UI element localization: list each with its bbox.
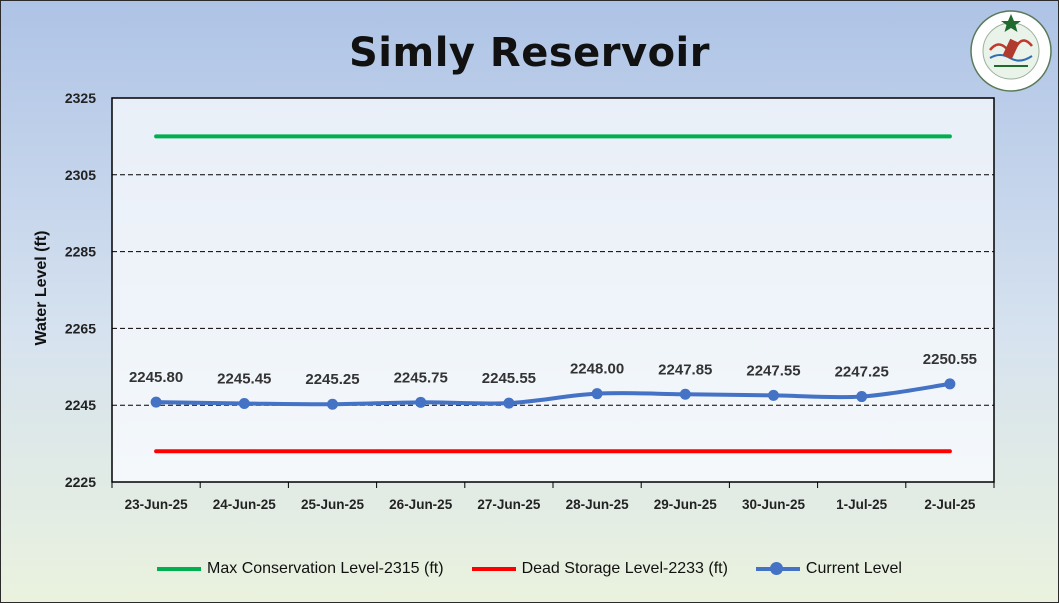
x-tick-label: 23-Jun-25	[125, 497, 189, 512]
data-point	[768, 389, 779, 401]
data-point	[944, 378, 956, 390]
x-tick-label: 28-Jun-25	[566, 497, 630, 512]
pmd-logo	[970, 10, 1052, 92]
data-point	[591, 388, 603, 400]
data-label: 2245.75	[394, 369, 448, 386]
x-tick-label: 1-Jul-25	[836, 497, 888, 512]
data-label: 2245.25	[305, 371, 359, 388]
y-tick-label: 2325	[65, 90, 96, 106]
data-label: 2247.25	[835, 364, 889, 381]
x-tick-label: 29-Jun-25	[654, 497, 718, 512]
chart-title: Simly Reservoir	[349, 30, 710, 76]
x-tick-label: 25-Jun-25	[301, 497, 365, 512]
data-point	[856, 391, 868, 403]
y-tick-label: 2285	[65, 244, 96, 260]
y-tick-label: 2265	[65, 320, 96, 336]
y-axis-title: Water Level (ft)	[33, 231, 50, 346]
legend-item-dead-storage: Dead Storage Level-2233 (ft)	[471, 560, 728, 578]
data-point	[503, 397, 515, 409]
legend-item-max-conservation: Max Conservation Level-2315 (ft)	[157, 560, 444, 578]
x-tick-label: 24-Jun-25	[213, 497, 277, 512]
data-point	[150, 396, 162, 408]
data-point	[415, 396, 427, 408]
data-label: 2247.85	[658, 361, 712, 378]
legend-item-current-level: Current Level	[755, 560, 902, 578]
y-tick-label: 2245	[65, 397, 96, 413]
data-point	[679, 388, 691, 400]
data-label: 2245.80	[129, 369, 183, 386]
legend-label-current-level: Current Level	[805, 560, 902, 577]
data-point	[327, 398, 338, 410]
x-tick-label: 26-Jun-25	[389, 497, 453, 512]
legend-swatch-green	[157, 567, 202, 571]
plot-area	[111, 97, 995, 483]
legend-swatch-blue	[755, 562, 800, 575]
legend-label-max-conservation: Max Conservation Level-2315 (ft)	[207, 560, 444, 577]
legend-swatch-red	[471, 567, 516, 571]
x-tick-label: 27-Jun-25	[477, 497, 541, 512]
x-tick-label: 2-Jul-25	[924, 497, 976, 512]
data-label: 2248.00	[570, 361, 624, 378]
data-label: 2247.55	[746, 362, 800, 379]
y-tick-label: 2225	[65, 474, 96, 490]
legend-label-dead-storage: Dead Storage Level-2233 (ft)	[521, 560, 728, 577]
series-line	[154, 381, 952, 407]
data-point	[238, 397, 250, 409]
data-label: 2250.55	[923, 351, 977, 368]
y-tick-label: 2305	[65, 167, 96, 183]
data-label: 2245.55	[482, 370, 536, 387]
legend: Max Conservation Level-2315 (ft) Dead St…	[0, 560, 1059, 578]
data-label: 2245.45	[217, 370, 271, 387]
x-tick-label: 30-Jun-25	[742, 497, 806, 512]
